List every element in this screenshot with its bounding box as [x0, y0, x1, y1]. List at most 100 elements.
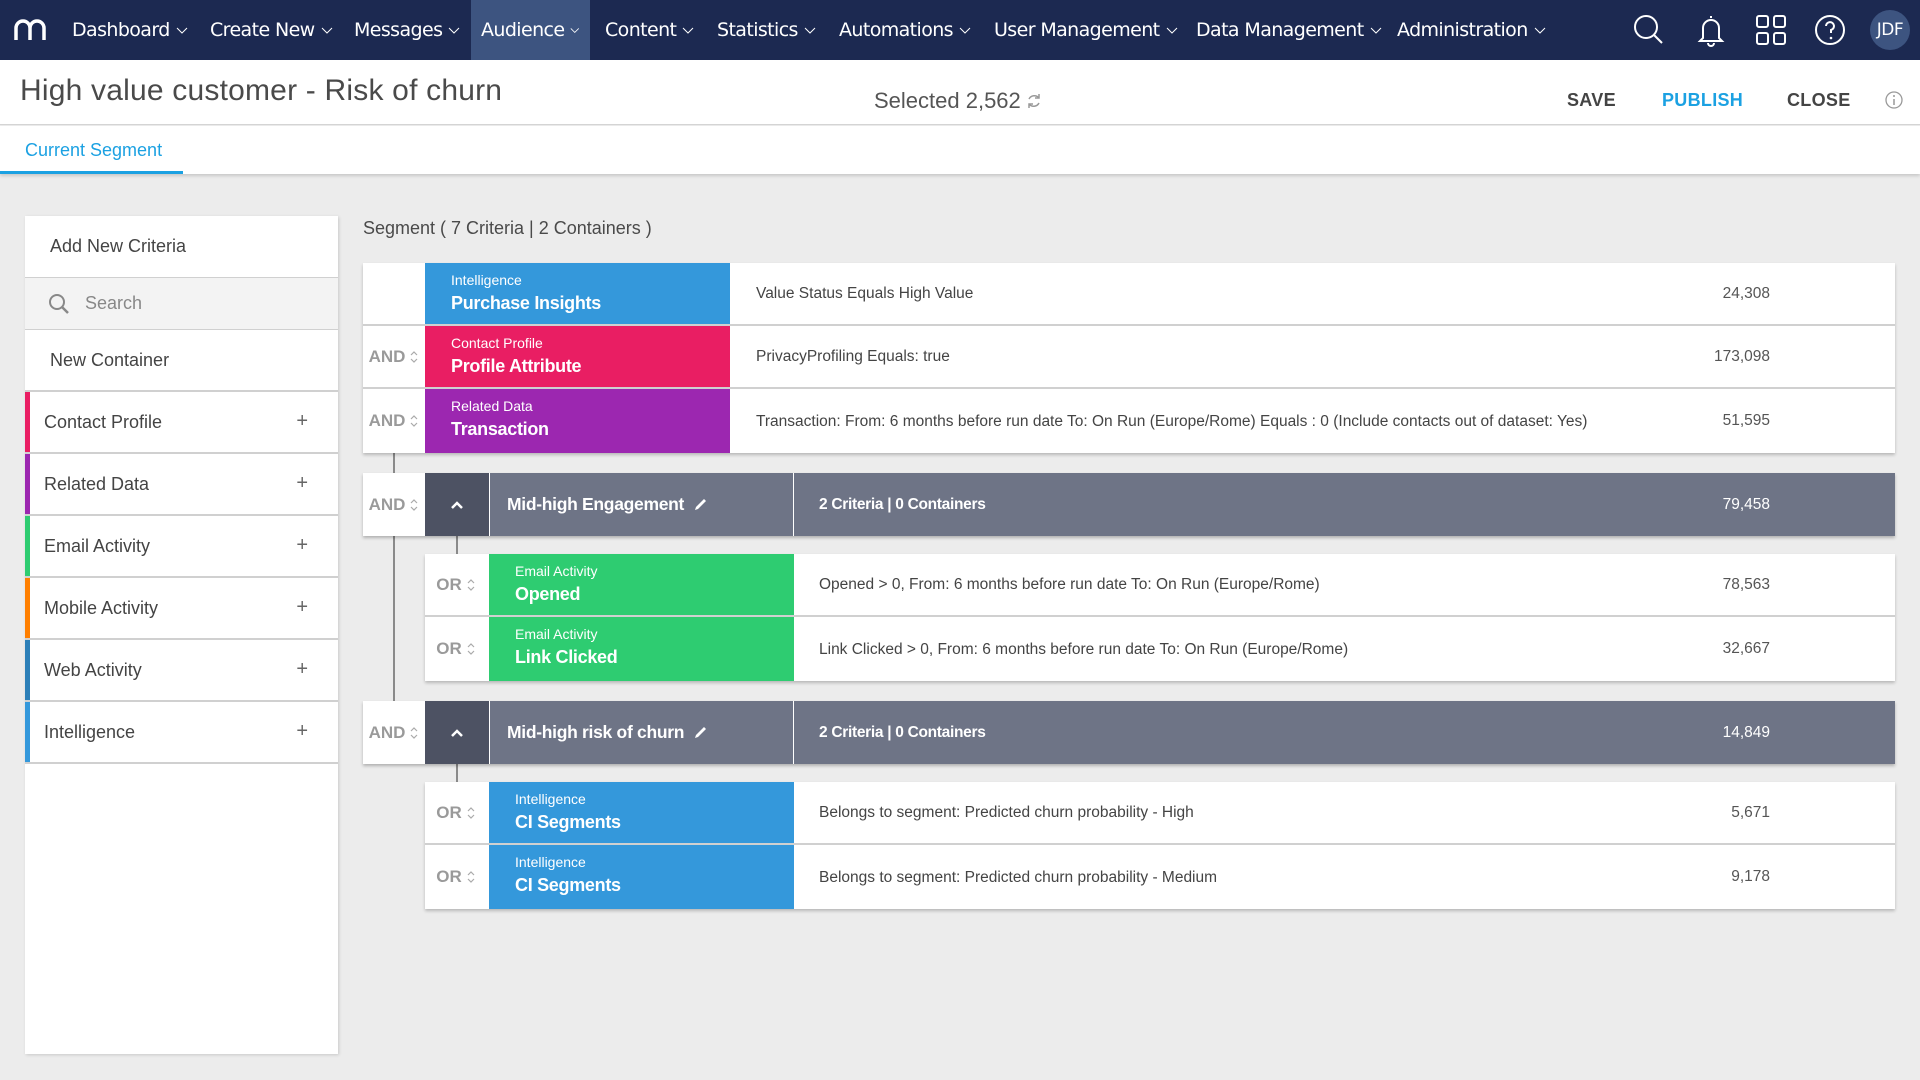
criteria-description: Belongs to segment: Predicted churn prob… — [819, 868, 1218, 886]
container-criteria-group: OR Intelligence CI Segments Belongs to s… — [425, 782, 1895, 909]
sidebar-category-email-activity[interactable]: Email Activity + — [25, 516, 338, 578]
operator-toggle[interactable]: OR — [425, 554, 487, 615]
sort-arrows-icon — [410, 726, 418, 739]
criteria-count: 173,098 — [1713, 347, 1770, 365]
sort-arrows-icon — [467, 806, 475, 819]
sort-arrows-icon — [467, 871, 475, 883]
add-new-criteria-header: Add New Criteria — [25, 216, 338, 278]
title-bar: High value customer - Risk of churn Sele… — [0, 60, 1920, 125]
container-summary: 2 Criteria | 0 Containers — [793, 473, 1895, 536]
selected-count: Selected 2,562 — [874, 88, 1043, 114]
close-button[interactable]: CLOSE — [1787, 90, 1851, 110]
chevron-down-icon — [449, 27, 460, 34]
criteria-row[interactable]: OR Intelligence CI Segments Belongs to s… — [425, 782, 1895, 845]
help-icon[interactable] — [1813, 13, 1847, 47]
sort-arrows-icon — [467, 578, 475, 591]
m-logo-icon[interactable] — [12, 14, 48, 46]
sidebar-category-intelligence[interactable]: Intelligence + — [25, 702, 338, 764]
new-container-button[interactable]: New Container — [25, 330, 338, 392]
operator-toggle[interactable]: AND — [363, 326, 425, 387]
criteria-row[interactable]: OR Intelligence CI Segments Belongs to s… — [425, 845, 1895, 909]
operator-toggle[interactable]: AND — [363, 389, 425, 453]
category-color-bar — [25, 454, 30, 514]
apps-grid-icon[interactable] — [1754, 13, 1788, 47]
plus-icon[interactable]: + — [296, 658, 308, 680]
nav-create-new[interactable]: Create New — [200, 0, 343, 60]
info-icon[interactable] — [1884, 90, 1904, 110]
criteria-row[interactable]: OR Email Activity Opened Opened > 0, Fro… — [425, 554, 1895, 617]
sidebar-category-related-data[interactable]: Related Data + — [25, 454, 338, 516]
plus-icon[interactable]: + — [296, 472, 308, 494]
collapse-container-button[interactable] — [425, 473, 489, 536]
container-criteria-group: OR Email Activity Opened Opened > 0, Fro… — [425, 554, 1895, 681]
container-name[interactable]: Mid-high Engagement — [489, 473, 793, 536]
nav-statistics[interactable]: Statistics — [707, 0, 826, 60]
refresh-icon[interactable] — [1025, 92, 1043, 110]
container-name[interactable]: Mid-high risk of churn — [489, 701, 793, 764]
container-header-mid-high-risk-of-churn: AND Mid-high risk of churn 2 Criteria | … — [363, 701, 1895, 764]
container-summary: 2 Criteria | 0 Containers — [793, 701, 1895, 764]
operator-toggle — [363, 263, 425, 324]
bell-icon[interactable] — [1694, 13, 1728, 47]
criteria-category-block[interactable]: Intelligence Purchase Insights — [425, 263, 730, 324]
nav-data-management[interactable]: Data Management — [1186, 0, 1392, 60]
criteria-category-block[interactable]: Intelligence CI Segments — [489, 845, 794, 909]
save-button[interactable]: SAVE — [1567, 90, 1616, 110]
criteria-category-block[interactable]: Contact Profile Profile Attribute — [425, 326, 730, 387]
nav-audience[interactable]: Audience — [471, 0, 590, 60]
criteria-row[interactable]: Intelligence Purchase Insights Value Sta… — [363, 263, 1895, 326]
criteria-description: PrivacyProfiling Equals: true — [756, 348, 950, 365]
nav-content[interactable]: Content — [595, 0, 704, 60]
sidebar-category-web-activity[interactable]: Web Activity + — [25, 640, 338, 702]
plus-icon[interactable]: + — [296, 410, 308, 432]
nav-user-management[interactable]: User Management — [984, 0, 1188, 60]
criteria-count: 9,178 — [1731, 868, 1770, 885]
criteria-row[interactable]: AND Contact Profile Profile Attribute Pr… — [363, 326, 1895, 389]
criteria-category-block[interactable]: Email Activity Link Clicked — [489, 617, 794, 681]
criteria-category-block[interactable]: Intelligence CI Segments — [489, 782, 794, 843]
sidebar-category-contact-profile[interactable]: Contact Profile + — [25, 392, 338, 454]
criteria-count: 78,563 — [1722, 575, 1770, 593]
criteria-row[interactable]: AND Related Data Transaction Transaction… — [363, 389, 1895, 453]
nav-automations[interactable]: Automations — [829, 0, 981, 60]
pencil-edit-icon[interactable] — [693, 497, 708, 512]
criteria-row[interactable]: OR Email Activity Link Clicked Link Clic… — [425, 617, 1895, 681]
criteria-description: Link Clicked > 0, From: 6 months before … — [819, 640, 1349, 658]
operator-toggle[interactable]: AND — [363, 473, 425, 536]
sort-arrows-icon — [410, 498, 418, 511]
collapse-container-button[interactable] — [425, 701, 489, 764]
nav-administration[interactable]: Administration — [1387, 0, 1556, 60]
operator-toggle[interactable]: OR — [425, 617, 487, 681]
criteria-category-block[interactable]: Email Activity Opened — [489, 554, 794, 615]
container-count: 14,849 — [1722, 723, 1770, 741]
pencil-edit-icon[interactable] — [693, 725, 708, 740]
chevron-down-icon — [321, 27, 332, 34]
plus-icon[interactable]: + — [296, 720, 308, 742]
chevron-down-icon — [570, 28, 580, 33]
chevron-up-icon — [451, 500, 463, 509]
publish-button[interactable]: PUBLISH — [1662, 90, 1744, 110]
connector-line — [456, 536, 458, 554]
chevron-down-icon — [804, 27, 816, 34]
nav-messages[interactable]: Messages — [344, 0, 470, 60]
sidebar-category-mobile-activity[interactable]: Mobile Activity + — [25, 578, 338, 640]
criteria-description: Value Status Equals High Value — [756, 285, 974, 302]
search-icon[interactable] — [1632, 13, 1666, 47]
operator-toggle[interactable]: OR — [425, 782, 487, 843]
container-count: 79,458 — [1722, 495, 1770, 513]
category-color-bar — [25, 702, 30, 762]
operator-toggle[interactable]: OR — [425, 845, 487, 909]
criteria-category-block[interactable]: Related Data Transaction — [425, 389, 730, 453]
plus-icon[interactable]: + — [296, 596, 308, 618]
operator-toggle[interactable]: AND — [363, 701, 425, 764]
user-avatar[interactable]: JDF — [1870, 10, 1910, 50]
tab-bar: Current Segment — [0, 126, 1920, 174]
sort-arrows-icon — [410, 415, 418, 427]
criteria-search-input[interactable]: Search — [25, 278, 338, 330]
nav-dashboard[interactable]: Dashboard — [62, 0, 198, 60]
criteria-description: Transaction: From: 6 months before run d… — [756, 412, 1588, 430]
tab-current-segment[interactable]: Current Segment — [0, 126, 183, 174]
plus-icon[interactable]: + — [296, 534, 308, 556]
page-title: High value customer - Risk of churn — [20, 74, 503, 107]
criteria-description: Opened > 0, From: 6 months before run da… — [819, 576, 1320, 593]
